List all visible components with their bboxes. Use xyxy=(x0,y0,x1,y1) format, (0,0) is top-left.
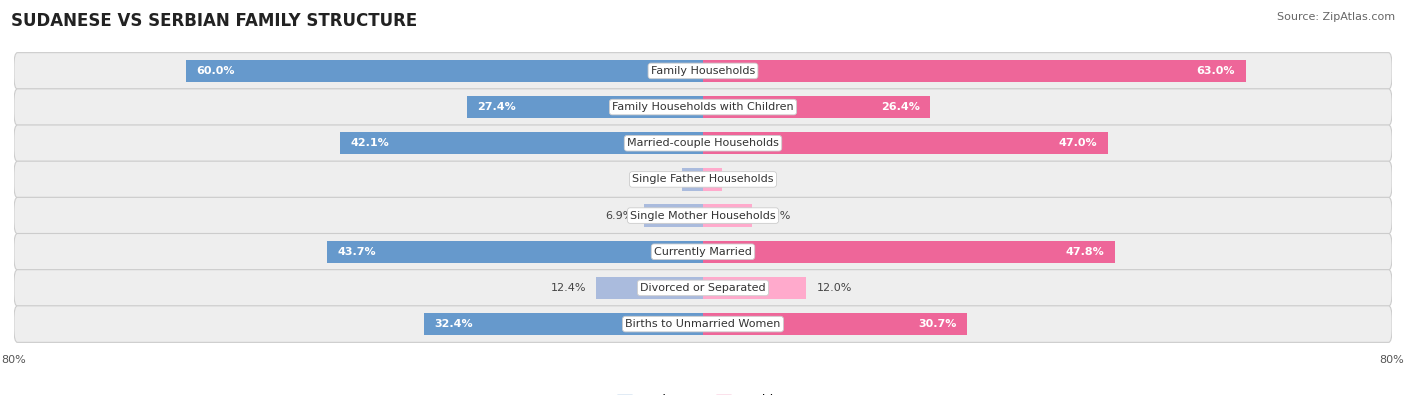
FancyBboxPatch shape xyxy=(14,198,1392,234)
Text: Divorced or Separated: Divorced or Separated xyxy=(640,283,766,293)
FancyBboxPatch shape xyxy=(14,125,1392,162)
Text: 12.4%: 12.4% xyxy=(550,283,586,293)
Text: Source: ZipAtlas.com: Source: ZipAtlas.com xyxy=(1277,12,1395,22)
Bar xyxy=(340,132,703,154)
Text: Family Households with Children: Family Households with Children xyxy=(612,102,794,112)
Text: Births to Unmarried Women: Births to Unmarried Women xyxy=(626,319,780,329)
Bar xyxy=(467,96,703,118)
Text: 47.8%: 47.8% xyxy=(1066,247,1104,257)
Bar xyxy=(703,96,931,118)
Text: 43.7%: 43.7% xyxy=(337,247,375,257)
Bar xyxy=(425,313,703,335)
Text: Single Father Households: Single Father Households xyxy=(633,175,773,184)
Text: 2.4%: 2.4% xyxy=(644,175,672,184)
Legend: Sudanese, Serbian: Sudanese, Serbian xyxy=(617,394,789,395)
Bar xyxy=(682,168,703,191)
FancyBboxPatch shape xyxy=(14,270,1392,306)
Text: 5.7%: 5.7% xyxy=(762,211,790,220)
Text: 32.4%: 32.4% xyxy=(434,319,472,329)
Text: Married-couple Households: Married-couple Households xyxy=(627,138,779,148)
FancyBboxPatch shape xyxy=(14,161,1392,198)
Bar xyxy=(703,277,807,299)
Text: Single Mother Households: Single Mother Households xyxy=(630,211,776,220)
Bar xyxy=(186,60,703,82)
Text: 42.1%: 42.1% xyxy=(350,138,389,148)
FancyBboxPatch shape xyxy=(14,306,1392,342)
Bar xyxy=(644,204,703,227)
Text: 60.0%: 60.0% xyxy=(197,66,235,76)
FancyBboxPatch shape xyxy=(14,233,1392,270)
Bar xyxy=(703,168,721,191)
Text: 63.0%: 63.0% xyxy=(1197,66,1236,76)
Bar xyxy=(703,204,752,227)
Text: 27.4%: 27.4% xyxy=(478,102,516,112)
Text: SUDANESE VS SERBIAN FAMILY STRUCTURE: SUDANESE VS SERBIAN FAMILY STRUCTURE xyxy=(11,12,418,30)
Text: 30.7%: 30.7% xyxy=(918,319,957,329)
Text: 47.0%: 47.0% xyxy=(1059,138,1098,148)
Bar xyxy=(703,313,967,335)
Text: 2.2%: 2.2% xyxy=(733,175,761,184)
Text: Currently Married: Currently Married xyxy=(654,247,752,257)
Text: 12.0%: 12.0% xyxy=(817,283,852,293)
Bar xyxy=(326,241,703,263)
Bar xyxy=(703,132,1108,154)
Text: Family Households: Family Households xyxy=(651,66,755,76)
Bar xyxy=(703,60,1246,82)
Text: 26.4%: 26.4% xyxy=(882,102,920,112)
Bar xyxy=(703,241,1115,263)
Text: 6.9%: 6.9% xyxy=(605,211,633,220)
FancyBboxPatch shape xyxy=(14,53,1392,89)
FancyBboxPatch shape xyxy=(14,89,1392,125)
Bar xyxy=(596,277,703,299)
